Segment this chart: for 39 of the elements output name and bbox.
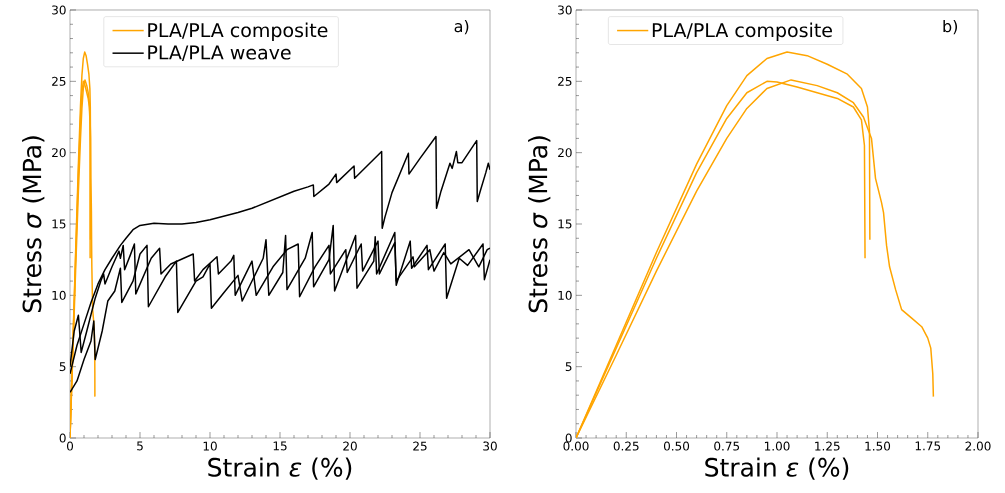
y-tick-label: 10: [52, 290, 66, 300]
x-axis-title: Strain ε (%): [208, 457, 352, 480]
x-tick-label: 1.00: [764, 441, 790, 451]
y-tick-label: 15: [52, 219, 66, 229]
y-tick-label: 20: [558, 148, 572, 158]
x-tick-label: 30: [483, 441, 497, 451]
annotation: b): [943, 19, 958, 35]
x-tick-label: 0.00: [563, 441, 589, 451]
x-tick-label: 25: [413, 441, 427, 451]
x-axis-title: Strain ε (%): [705, 457, 849, 480]
legend-label: PLA/PLA composite: [652, 22, 832, 41]
y-tick-label: 0: [59, 433, 66, 443]
x-tick-label: 1.25: [815, 441, 840, 451]
y-tick-label: 15: [558, 219, 572, 229]
x-tick-label: 0: [66, 441, 74, 451]
x-tick-label: 0.50: [663, 441, 690, 451]
legend-label: PLA/PLA weave: [148, 45, 291, 62]
x-tick-label: 0.25: [613, 441, 639, 451]
y-tick-label: 20: [52, 148, 66, 158]
y-tick-label: 5: [565, 362, 572, 372]
y-tick-label: 30: [52, 5, 66, 15]
legend-label: PLA/PLA composite: [148, 22, 328, 41]
y-tick-label: 0: [565, 433, 572, 443]
x-tick-label: 10: [203, 441, 217, 451]
y-tick-label: 5: [59, 362, 66, 372]
x-tick-label: 15: [273, 441, 287, 451]
y-tick-label: 30: [558, 5, 572, 15]
y-tick-label: 25: [558, 76, 572, 86]
annotation: a): [454, 19, 469, 35]
x-tick-label: 1.50: [865, 441, 891, 451]
x-tick-label: 0.75: [714, 441, 740, 451]
y-axis-title: Stress σ (MPa): [22, 136, 45, 313]
x-tick-label: 5: [137, 441, 143, 451]
y-axis-title: Stress σ (MPa): [528, 136, 551, 313]
y-tick-label: 10: [558, 290, 572, 300]
x-tick-label: 20: [343, 441, 357, 451]
x-tick-label: 1.75: [915, 441, 941, 451]
x-tick-label: 2.00: [965, 441, 991, 451]
y-tick-label: 25: [52, 76, 66, 86]
